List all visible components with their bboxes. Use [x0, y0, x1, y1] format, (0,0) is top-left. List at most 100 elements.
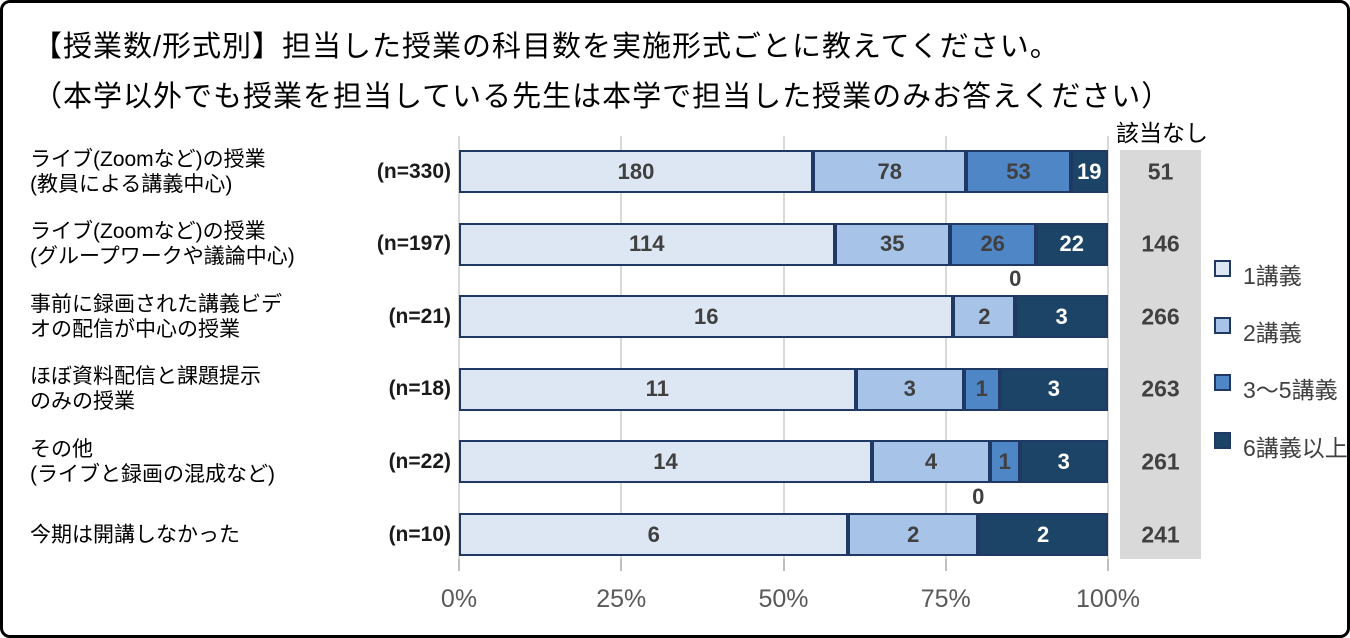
bar-segment: 3: [855, 367, 964, 411]
bar-segment: 2: [978, 513, 1108, 556]
category-label-line: オの配信が中心の授業: [30, 317, 240, 341]
bar-segment: 11: [459, 367, 856, 411]
category-label-line: (教員による講義中心): [30, 172, 233, 196]
bar-segment: 19: [1070, 150, 1108, 193]
bar-row: 11 3 1 3: [459, 367, 1108, 411]
bar-value-label: 11: [645, 376, 669, 402]
category-label-line: のみの授業: [30, 390, 135, 414]
bar-row: 180 78 53 19: [459, 150, 1108, 193]
category-label-line: その他: [30, 437, 93, 461]
axis-tick: [620, 559, 623, 571]
n-label: (n=22): [388, 449, 451, 473]
gridline: [620, 136, 623, 559]
chart-title: 【授業数/形式別】担当した授業の科目数を実施形式ごとに教えてください。: [33, 31, 1060, 63]
axis-tick: [458, 559, 460, 571]
axis-tick-label: 50%: [758, 585, 809, 613]
bar-value-label: 53: [1006, 158, 1031, 184]
bar-row: 14 4 1 3: [459, 440, 1108, 484]
bar-segment: 3: [1019, 440, 1108, 484]
zero-value-label: 0: [1009, 266, 1022, 292]
bar-segment: 16: [459, 295, 954, 339]
legend-label: 1講義: [1243, 263, 1302, 289]
axis-tick: [1107, 559, 1109, 571]
axis-tick-label: 75%: [920, 585, 971, 613]
bar-segment: 3: [1015, 295, 1108, 339]
bar-value-label: 4: [924, 448, 938, 474]
legend-swatch-icon: [1214, 374, 1231, 392]
bar-value-label: 16: [693, 303, 719, 329]
na-value: 146: [1141, 230, 1180, 257]
bar-value-label: 26: [980, 231, 1005, 257]
axis-tick: [782, 559, 785, 571]
gridline: [944, 136, 947, 559]
bar-segment: 26: [949, 222, 1036, 266]
bar-value-label: 3: [903, 376, 916, 402]
na-value: 241: [1141, 521, 1180, 547]
bar-value-label: 22: [1059, 231, 1084, 257]
bar-value-label: 3: [1057, 448, 1070, 474]
legend-label: 3〜5講義: [1243, 377, 1338, 404]
bar-segment: 1: [963, 367, 1000, 411]
bar-value-label: 6: [647, 521, 660, 547]
legend-label: 2講義: [1243, 320, 1302, 347]
bar-segment: 2: [953, 295, 1016, 339]
category-label-line: (ライブと録画の混成など): [30, 462, 275, 486]
bar-value-label: 1: [998, 448, 1011, 474]
na-value: 263: [1141, 375, 1180, 402]
na-column-background: [1120, 150, 1201, 559]
axis-tick-label: 100%: [1076, 585, 1140, 613]
bar-value-label: 180: [617, 158, 655, 184]
bar-segment: 53: [966, 150, 1071, 193]
bar-value-label: 14: [653, 448, 678, 474]
category-label: ほぼ資料配信と課題提示 のみの授業: [30, 364, 360, 414]
bar-segment: 22: [1035, 222, 1108, 266]
bar-row: 16 2 3: [459, 295, 1108, 339]
axis-tick-label: 0%: [440, 585, 478, 613]
bar-value-label: 2: [978, 303, 991, 329]
gridline: [458, 136, 460, 559]
bar-segment: 35: [834, 222, 950, 266]
chart-subtitle: （本学以外でも授業を担当している先生は本学で担当した授業のみお答えください）: [33, 81, 1172, 113]
legend-label: 6講義以上: [1243, 434, 1348, 461]
n-label: (n=10): [388, 522, 451, 546]
bar-segment: 114: [459, 222, 835, 266]
category-label-line: 事前に録画された講義ビデ: [30, 292, 282, 316]
axis-tick-label: 25%: [596, 585, 647, 613]
category-label: ライブ(Zoomなど)の授業 (教員による講義中心): [30, 147, 360, 197]
category-label-line: ライブ(Zoomなど)の授業: [30, 220, 266, 244]
bar-segment: 180: [459, 150, 813, 193]
category-label: 事前に録画された講義ビデ オの配信が中心の授業: [30, 292, 360, 342]
axis-tick: [944, 559, 947, 571]
bar-segment: 78: [813, 150, 967, 193]
na-value: 261: [1141, 448, 1180, 475]
n-label: (n=21): [388, 304, 451, 328]
bar-row: 6 2 2: [459, 513, 1108, 556]
bar-segment: 3: [999, 367, 1108, 411]
n-label: (n=18): [388, 377, 451, 401]
bar-row: 114 35 26 22: [459, 222, 1108, 266]
bar-value-label: 2: [907, 521, 920, 547]
bar-value-label: 78: [877, 158, 902, 184]
na-value: 266: [1141, 303, 1180, 330]
n-label: (n=330): [376, 159, 451, 183]
bar-value-label: 2: [1036, 521, 1050, 547]
bar-value-label: 35: [879, 231, 905, 257]
bar-segment: 4: [872, 440, 990, 484]
gridline: [1107, 136, 1109, 559]
category-label-line: ライブ(Zoomなど)の授業: [30, 147, 266, 171]
bar-value-label: 114: [629, 231, 665, 257]
category-label: ライブ(Zoomなど)の授業 (グループワークや議論中心): [30, 219, 360, 269]
legend-swatch-icon: [1214, 260, 1231, 277]
n-label: (n=197): [376, 232, 451, 256]
bar-value-label: 19: [1077, 158, 1102, 184]
bar-segment: 1: [990, 440, 1020, 484]
bar-value-label: 3: [1047, 376, 1061, 402]
zero-value-label: 0: [972, 484, 985, 509]
category-label: その他 (ライブと録画の混成など): [30, 437, 360, 487]
bar-value-label: 3: [1055, 303, 1068, 329]
bar-segment: 14: [459, 440, 872, 484]
legend-swatch-icon: [1214, 317, 1231, 335]
category-label-line: (グループワークや議論中心): [30, 245, 295, 269]
legend-swatch-icon: [1214, 431, 1231, 449]
